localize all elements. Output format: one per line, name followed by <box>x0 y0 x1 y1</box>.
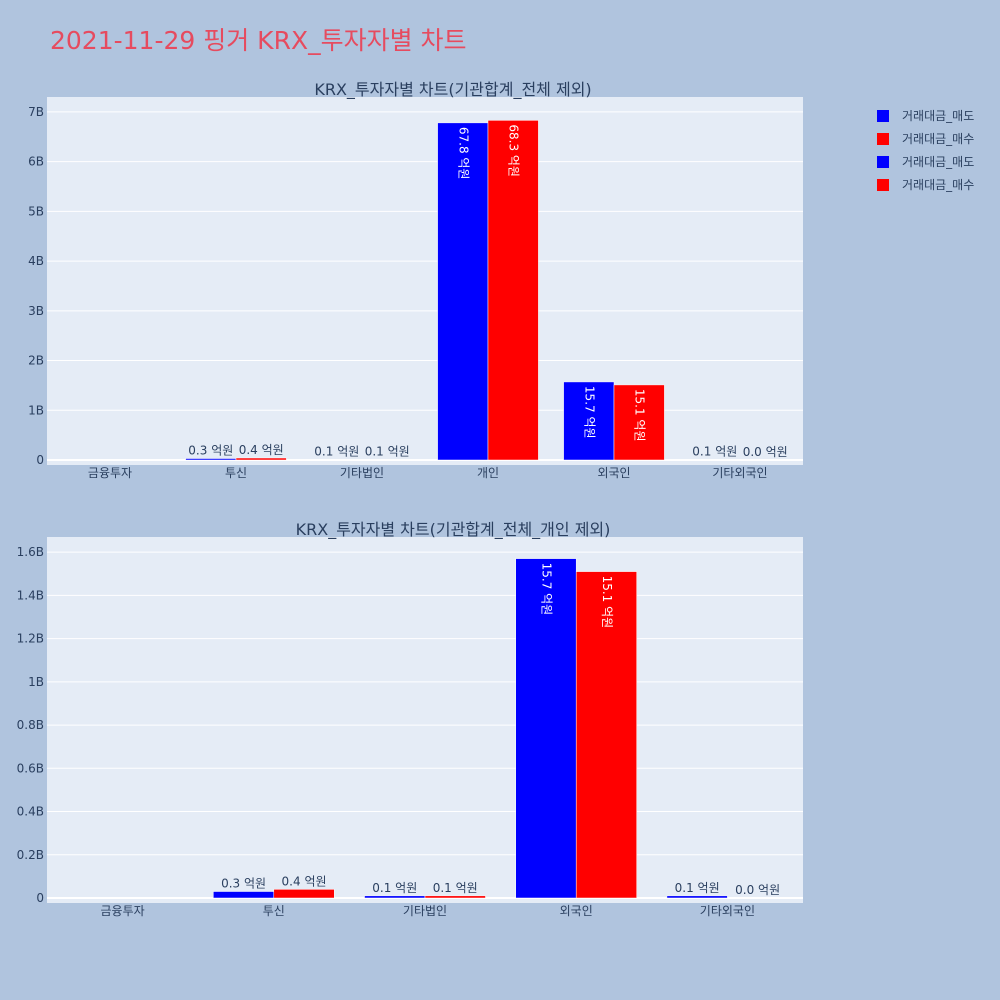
legend-label: 거래대금_매도 <box>902 109 974 123</box>
data-label: 15.7 억원 <box>582 386 596 439</box>
legend-swatch <box>877 156 889 168</box>
legend-swatch <box>877 179 889 191</box>
x-tick-label: 투신 <box>225 466 247 480</box>
y-tick-label: 1B <box>28 403 44 417</box>
y-tick-label: 0.2B <box>17 848 44 862</box>
y-tick-label: 1B <box>28 675 44 689</box>
legend-item[interactable]: 거래대금_매수 <box>877 132 974 146</box>
y-tick-label: 0 <box>36 453 44 467</box>
data-label: 15.1 억원 <box>600 576 614 629</box>
plot-background <box>47 97 803 465</box>
bar <box>364 895 426 899</box>
y-tick-label: 5B <box>28 204 44 218</box>
charts-area: 0 1B 2B 3B 4B 5B 6B 7B KRX_투자자별 차트(기관합계_전체 제외) 금융… <box>17 80 803 918</box>
y-tick-label: 6B <box>28 155 44 169</box>
chart-2: 0 0.2B 0.4B 0.6B 0.8B 1B 1.2B 1.4B 1.6B KRX_투자자별 … <box>17 520 803 918</box>
legend-item[interactable]: 거래대금_매도 <box>877 109 974 123</box>
data-label: 0.3 억원 <box>221 877 266 891</box>
bar <box>575 571 637 899</box>
x-tick-label: 기타법인 <box>403 904 447 918</box>
page-title: 2021-11-29 핑거 KRX_투자자별 차트 <box>50 26 467 55</box>
legend-item[interactable]: 거래대금_매수 <box>877 178 974 192</box>
data-label: 0.1 억원 <box>365 445 410 459</box>
legend-label: 거래대금_매도 <box>902 155 974 169</box>
y-tick-label: 3B <box>28 304 44 318</box>
data-label: 0.1 억원 <box>433 881 478 895</box>
legend-swatch <box>877 133 889 145</box>
y-tick-label: 0.6B <box>17 761 44 775</box>
y-tick-label: 1.6B <box>17 545 44 559</box>
bar <box>437 122 489 461</box>
chart-title: KRX_투자자별 차트(기관합계_전체_개인 제외) <box>296 520 611 540</box>
bar <box>235 457 287 461</box>
chart-1: 0 1B 2B 3B 4B 5B 6B 7B KRX_투자자별 차트(기관합계_전체 제외) 금융… <box>28 80 803 480</box>
bar <box>666 895 728 899</box>
x-tick-label: 금융투자 <box>88 466 132 480</box>
x-tick-label: 금융투자 <box>101 904 145 918</box>
y-tick-label: 1.4B <box>17 588 44 602</box>
data-label: 0.1 억원 <box>372 881 417 895</box>
data-label: 15.7 억원 <box>539 563 553 616</box>
legend-item[interactable]: 거래대금_매도 <box>877 155 974 169</box>
bar <box>515 558 577 899</box>
y-tick-label: 0 <box>36 891 44 905</box>
bar <box>185 458 237 461</box>
data-label: 68.3 억원 <box>507 124 521 177</box>
x-tick-label: 기타외국인 <box>712 466 767 480</box>
data-label: 0.0 억원 <box>735 883 780 897</box>
legend-swatch <box>877 110 889 122</box>
data-label: 67.8 억원 <box>456 127 470 180</box>
x-tick-label: 투신 <box>263 904 285 918</box>
legend-label: 거래대금_매수 <box>902 132 974 146</box>
bar <box>613 384 665 461</box>
x-tick-label: 기타법인 <box>340 466 384 480</box>
x-tick-label: 개인 <box>477 466 499 480</box>
data-label: 0.1 억원 <box>692 445 737 459</box>
bar <box>487 120 539 461</box>
bar <box>213 891 275 899</box>
x-tick-label: 외국인 <box>597 466 630 480</box>
data-label: 0.4 억원 <box>282 874 327 888</box>
y-tick-label: 7B <box>28 105 44 119</box>
bar <box>273 889 335 899</box>
y-tick-label: 0.4B <box>17 805 44 819</box>
plot-background <box>47 537 803 903</box>
data-label: 0.1 억원 <box>314 445 359 459</box>
data-label: 0.0 억원 <box>743 445 788 459</box>
bar <box>563 381 615 461</box>
data-label: 0.1 억원 <box>675 881 720 895</box>
x-tick-label: 외국인 <box>560 904 593 918</box>
data-label: 0.4 억원 <box>239 443 284 457</box>
data-label: 15.1 억원 <box>633 389 647 442</box>
bar <box>424 895 486 899</box>
x-tick-label: 기타외국인 <box>700 904 755 918</box>
y-tick-label: 0.8B <box>17 718 44 732</box>
y-tick-label: 1.2B <box>17 632 44 646</box>
chart-title: KRX_투자자별 차트(기관합계_전체 제외) <box>314 80 591 100</box>
y-tick-label: 4B <box>28 254 44 268</box>
legend-label: 거래대금_매수 <box>902 178 974 192</box>
y-tick-label: 2B <box>28 354 44 368</box>
data-label: 0.3 억원 <box>188 444 233 458</box>
